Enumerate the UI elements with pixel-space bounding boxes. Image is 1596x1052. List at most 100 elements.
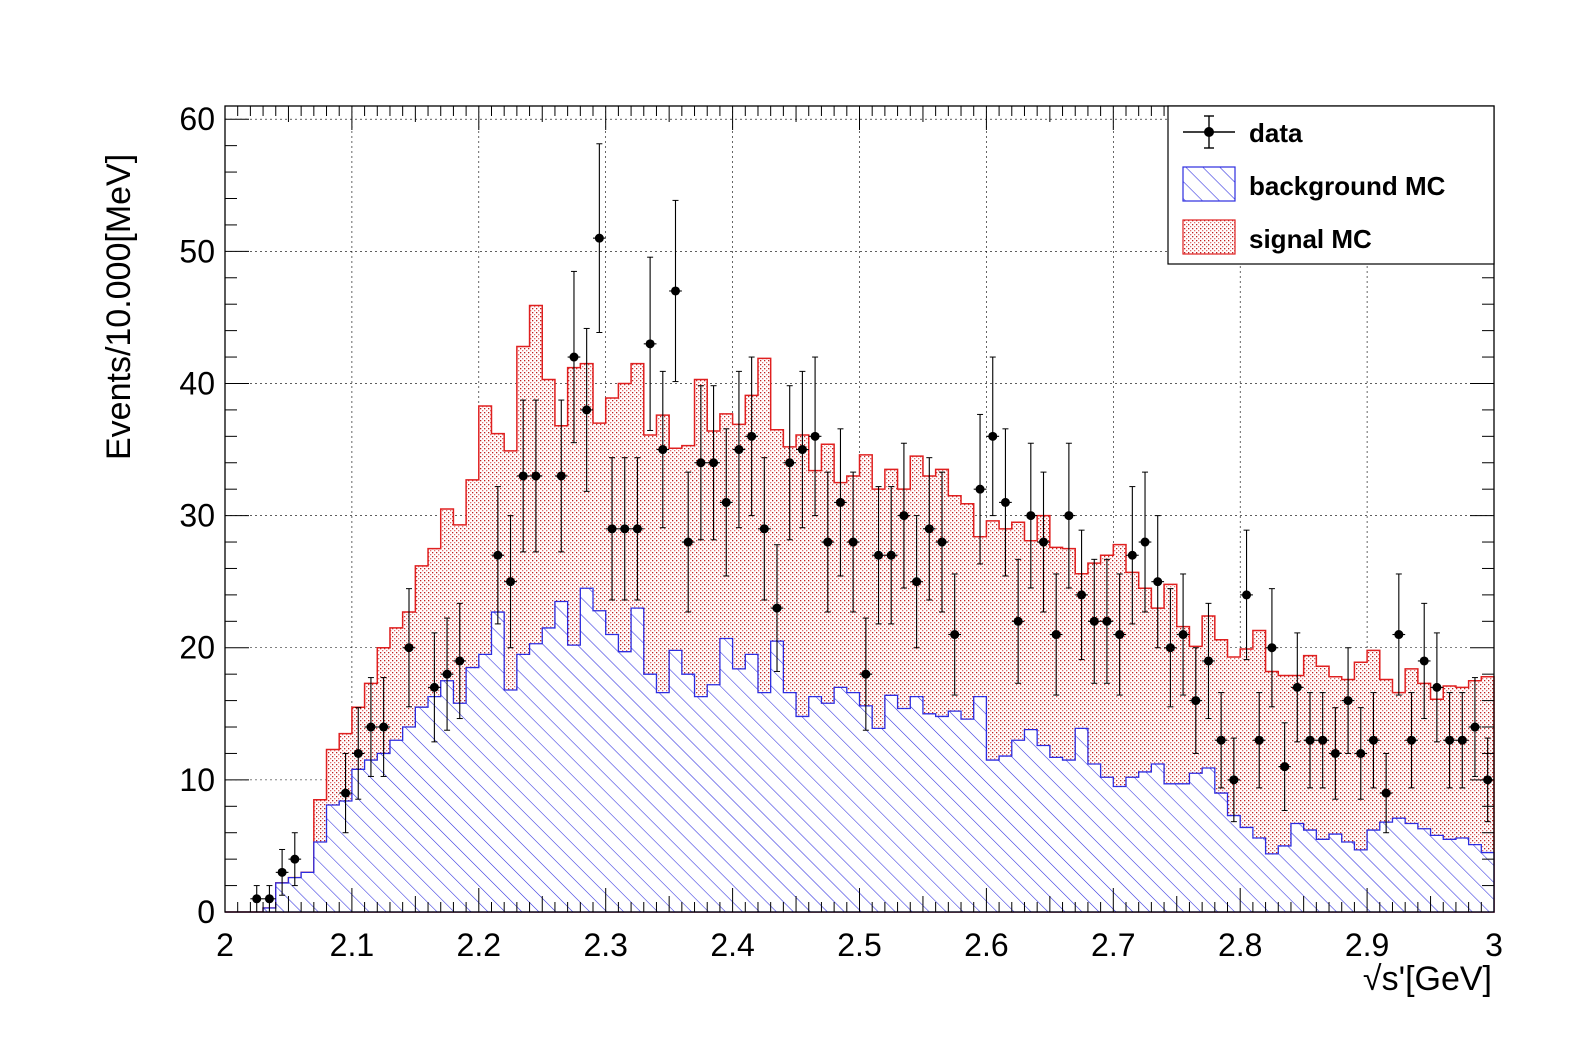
data-point [770,544,784,672]
data-marker [1254,735,1264,745]
data-point [986,356,1000,517]
data-point [999,428,1012,577]
data-point [1202,602,1215,720]
data-points [250,143,1494,913]
data-point [1164,588,1177,708]
data-point [275,848,289,896]
data-marker [1394,630,1404,640]
data-point [377,677,390,777]
data-marker [493,550,503,560]
data-point [872,486,885,625]
data-marker [988,431,998,441]
data-point [1265,588,1279,708]
data-point [1405,692,1418,789]
background-mc-histogram [225,587,1495,913]
data-point [453,602,467,720]
data-point [922,457,936,601]
data-point [1113,573,1126,696]
data-marker [874,550,884,560]
data-marker [1051,630,1061,640]
data-point [491,486,505,625]
data-point [605,457,619,601]
data-point [948,573,962,696]
dotted-swatch-icon [1182,219,1236,255]
data-point [1011,558,1025,684]
y-tick-label: 40 [179,365,215,401]
data-marker [1000,497,1010,507]
data-marker [1216,735,1226,745]
data-point [1100,558,1114,684]
data-marker [810,431,820,441]
data-marker [1330,748,1340,758]
data-marker [1356,748,1366,758]
data-point [1417,602,1431,720]
data-point [694,385,708,541]
data-marker [683,537,693,547]
data-marker [912,577,922,587]
data-marker [709,458,719,468]
data-point [884,486,898,625]
x-tick-label: 2.3 [583,927,627,963]
data-point [732,370,746,529]
data-marker [1013,616,1023,626]
data-marker [785,458,795,468]
data-marker [607,524,617,534]
data-point [1176,573,1190,696]
x-tick-label: 2.1 [330,927,374,963]
x-axis-title: √s'[GeV] [1363,960,1492,998]
data-point [1278,722,1291,811]
data-marker [1267,643,1277,653]
data-point [707,385,720,541]
y-tick-label: 10 [179,762,215,798]
data-marker [1191,696,1201,706]
data-marker [1242,590,1252,600]
data-point [504,515,517,649]
data-marker [1115,630,1125,640]
data-marker-icon [1204,127,1214,137]
legend-item-data: data [1183,115,1303,149]
data-point [339,752,352,834]
x-tick-label: 2.2 [457,927,501,963]
data-marker [531,471,541,481]
data-marker [658,445,668,455]
data-marker [835,497,845,507]
data-marker [772,603,782,613]
data-marker [582,405,592,415]
data-point [631,457,644,601]
data-marker [1343,696,1353,706]
data-marker [1305,735,1315,745]
data-marker [264,894,274,904]
y-tick-label: 20 [179,630,215,666]
data-point [757,457,771,601]
data-marker [252,894,262,904]
data-point [910,515,923,649]
data-point [783,385,797,541]
data-point [1189,647,1203,754]
data-point [1379,752,1393,834]
legend-item-background-mc: background MC [1182,166,1446,202]
data-point [834,428,847,577]
data-point [1392,573,1406,696]
axes: 2 2.1 2.2 2.3 2.4 2.5 2.6 2.7 2.8 2.9 301020304050… [179,101,1502,963]
data-marker [341,788,351,798]
data-point [808,356,822,517]
x-tick-label: 3 [1485,927,1503,963]
data-point [643,256,657,431]
data-point [1290,632,1304,743]
data-point [428,632,441,743]
data-marker [379,722,389,732]
data-marker [1178,630,1188,640]
data-marker [620,524,630,534]
data-point [1062,442,1076,589]
data-point [567,270,581,444]
data-marker [975,484,985,494]
data-point [1455,692,1469,789]
data-marker [924,524,934,534]
data-marker [556,471,566,481]
data-marker [1432,682,1442,692]
data-marker [1127,550,1137,560]
data-marker [937,537,947,547]
data-point [593,143,606,333]
data-point [796,370,809,529]
data-marker [1445,735,1455,745]
